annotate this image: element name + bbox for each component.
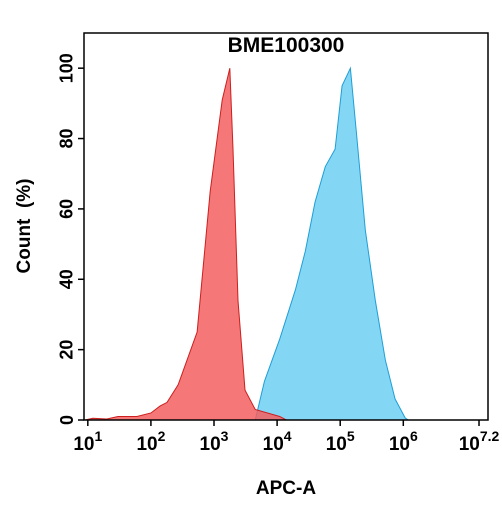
histogram-area [254, 66, 410, 421]
x-tick-base: 10 [263, 434, 284, 455]
chart-title: BME100300 [228, 34, 345, 57]
x-tick-label: 106 [389, 428, 418, 455]
y-tick-label: 20 [57, 340, 77, 360]
x-tick-exponent: 4 [284, 428, 292, 444]
y-tick-label: 80 [57, 129, 77, 149]
x-tick-exponent: 6 [410, 428, 418, 444]
x-tick-label: 105 [326, 428, 355, 455]
x-tick-label: 103 [200, 428, 229, 455]
x-tick-label: 107.2 [459, 428, 500, 455]
y-axis-label: Count (%) [14, 179, 35, 274]
y-tick-label: 60 [57, 199, 77, 219]
x-tick-exponent: 2 [158, 428, 166, 444]
x-tick-exponent: 3 [221, 428, 229, 444]
y-tick-label: 0 [57, 415, 77, 425]
x-tick-base: 10 [459, 434, 480, 455]
histogram-area [84, 68, 287, 421]
x-tick-base: 10 [389, 434, 410, 455]
x-tick-exponent: 7.2 [480, 428, 500, 444]
x-tick-base: 10 [136, 434, 157, 455]
plot-frame [83, 32, 489, 421]
x-tick-label: 101 [73, 428, 102, 455]
x-tick-base: 10 [326, 434, 347, 455]
x-tick-exponent: 5 [347, 428, 355, 444]
x-tick-label: 104 [263, 428, 292, 455]
x-axis-label: APC-A [256, 478, 316, 499]
x-tick-exponent: 1 [94, 428, 102, 444]
y-tick-label: 100 [57, 53, 77, 83]
x-tick-base: 10 [200, 434, 221, 455]
x-tick-base: 10 [73, 434, 94, 455]
x-tick-label: 102 [136, 428, 165, 455]
y-tick-label: 40 [57, 269, 77, 289]
